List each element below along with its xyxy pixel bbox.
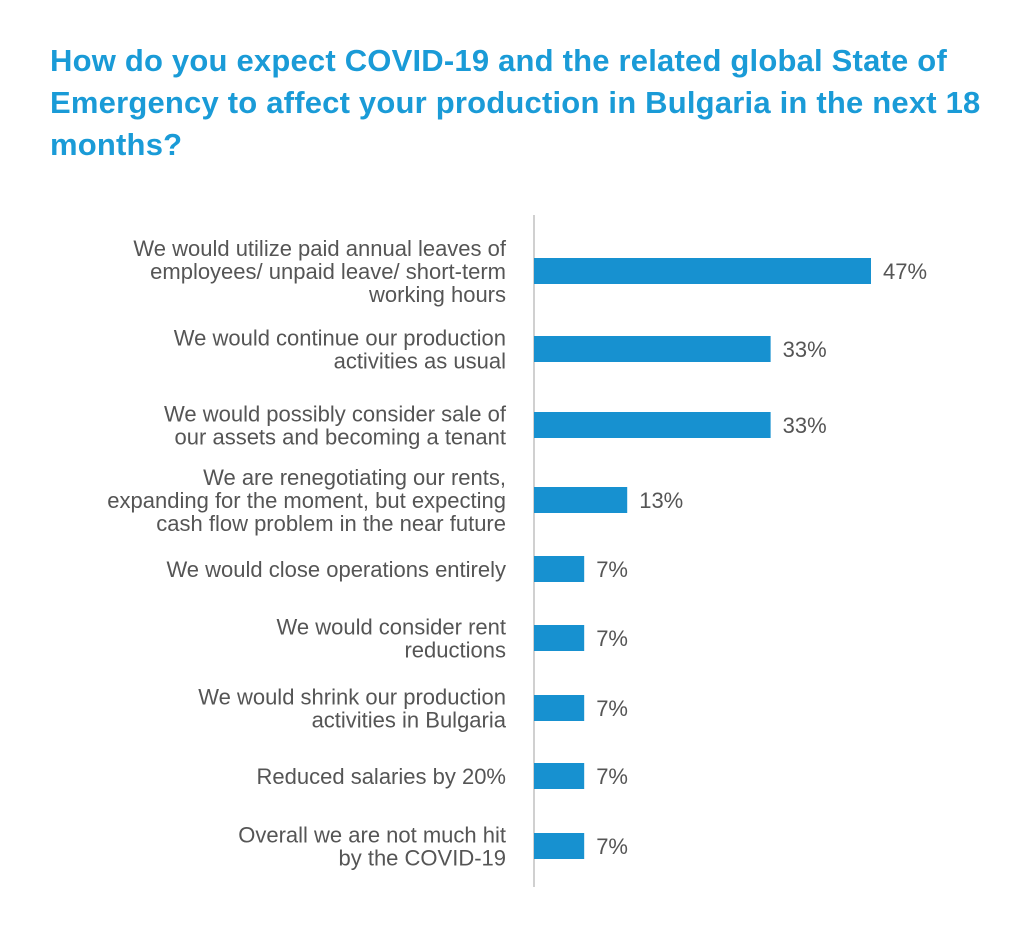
category-label: Reduced salaries by 20%	[257, 764, 506, 789]
data-label: 47%	[883, 259, 927, 284]
category-label-line: activities in Bulgaria	[312, 708, 507, 733]
category-label-line: expanding for the moment, but expecting	[107, 488, 506, 513]
category-label-line: reductions	[404, 638, 506, 663]
category-label-line: We would consider rent	[277, 615, 507, 640]
category-label-line: employees/ unpaid leave/ short-term	[150, 259, 506, 284]
category-label-line: our assets and becoming a tenant	[175, 425, 506, 450]
bar	[534, 258, 871, 284]
category-label: We would continue our production activiti…	[174, 326, 506, 374]
bar	[534, 833, 585, 859]
category-label: We would close operations entirely	[166, 557, 506, 582]
category-label-line: We would shrink our production	[198, 685, 506, 710]
data-label: 13%	[639, 488, 683, 513]
data-label: 33%	[783, 413, 827, 438]
category-label-line: Overall we are not much hit	[238, 823, 506, 848]
category-label: Overall we are not much hit by the COVID-…	[238, 823, 506, 871]
data-label: 33%	[783, 337, 827, 362]
category-label: We would possibly consider sale of our as…	[164, 402, 507, 450]
data-label: 7%	[596, 834, 628, 859]
category-label: We would shrink our production activities…	[198, 685, 507, 733]
category-label: We would consider rent reductions	[277, 615, 507, 663]
plot-area: 47% We would utilize paid annual leaves o…	[107, 215, 927, 887]
bar	[534, 763, 585, 789]
bar	[534, 625, 585, 651]
category-label: We are renegotiating our rents, expanding…	[107, 465, 506, 536]
category-label-line: by the COVID-19	[338, 846, 506, 871]
bar	[534, 487, 628, 513]
bar	[534, 695, 585, 721]
category-label-line: activities as usual	[334, 349, 506, 374]
category-label-line: working hours	[368, 282, 506, 307]
data-label: 7%	[596, 557, 628, 582]
category-label-line: Reduced salaries by 20%	[257, 764, 506, 789]
category-label-line: We would continue our production	[174, 326, 506, 351]
category-label: We would utilize paid annual leaves of em…	[133, 236, 506, 307]
category-label-line: We are renegotiating our rents,	[203, 465, 506, 490]
category-label-line: cash flow problem in the near future	[156, 511, 506, 536]
bar	[534, 336, 771, 362]
bar	[534, 556, 585, 582]
data-label: 7%	[596, 764, 628, 789]
bar	[534, 412, 771, 438]
category-label-line: We would possibly consider sale of	[164, 402, 507, 427]
data-label: 7%	[596, 626, 628, 651]
data-label: 7%	[596, 696, 628, 721]
page-title: How do you expect COVID-19 and the relat…	[50, 43, 981, 162]
category-label-line: We would utilize paid annual leaves of	[133, 236, 506, 261]
category-label-line: We would close operations entirely	[166, 557, 506, 582]
